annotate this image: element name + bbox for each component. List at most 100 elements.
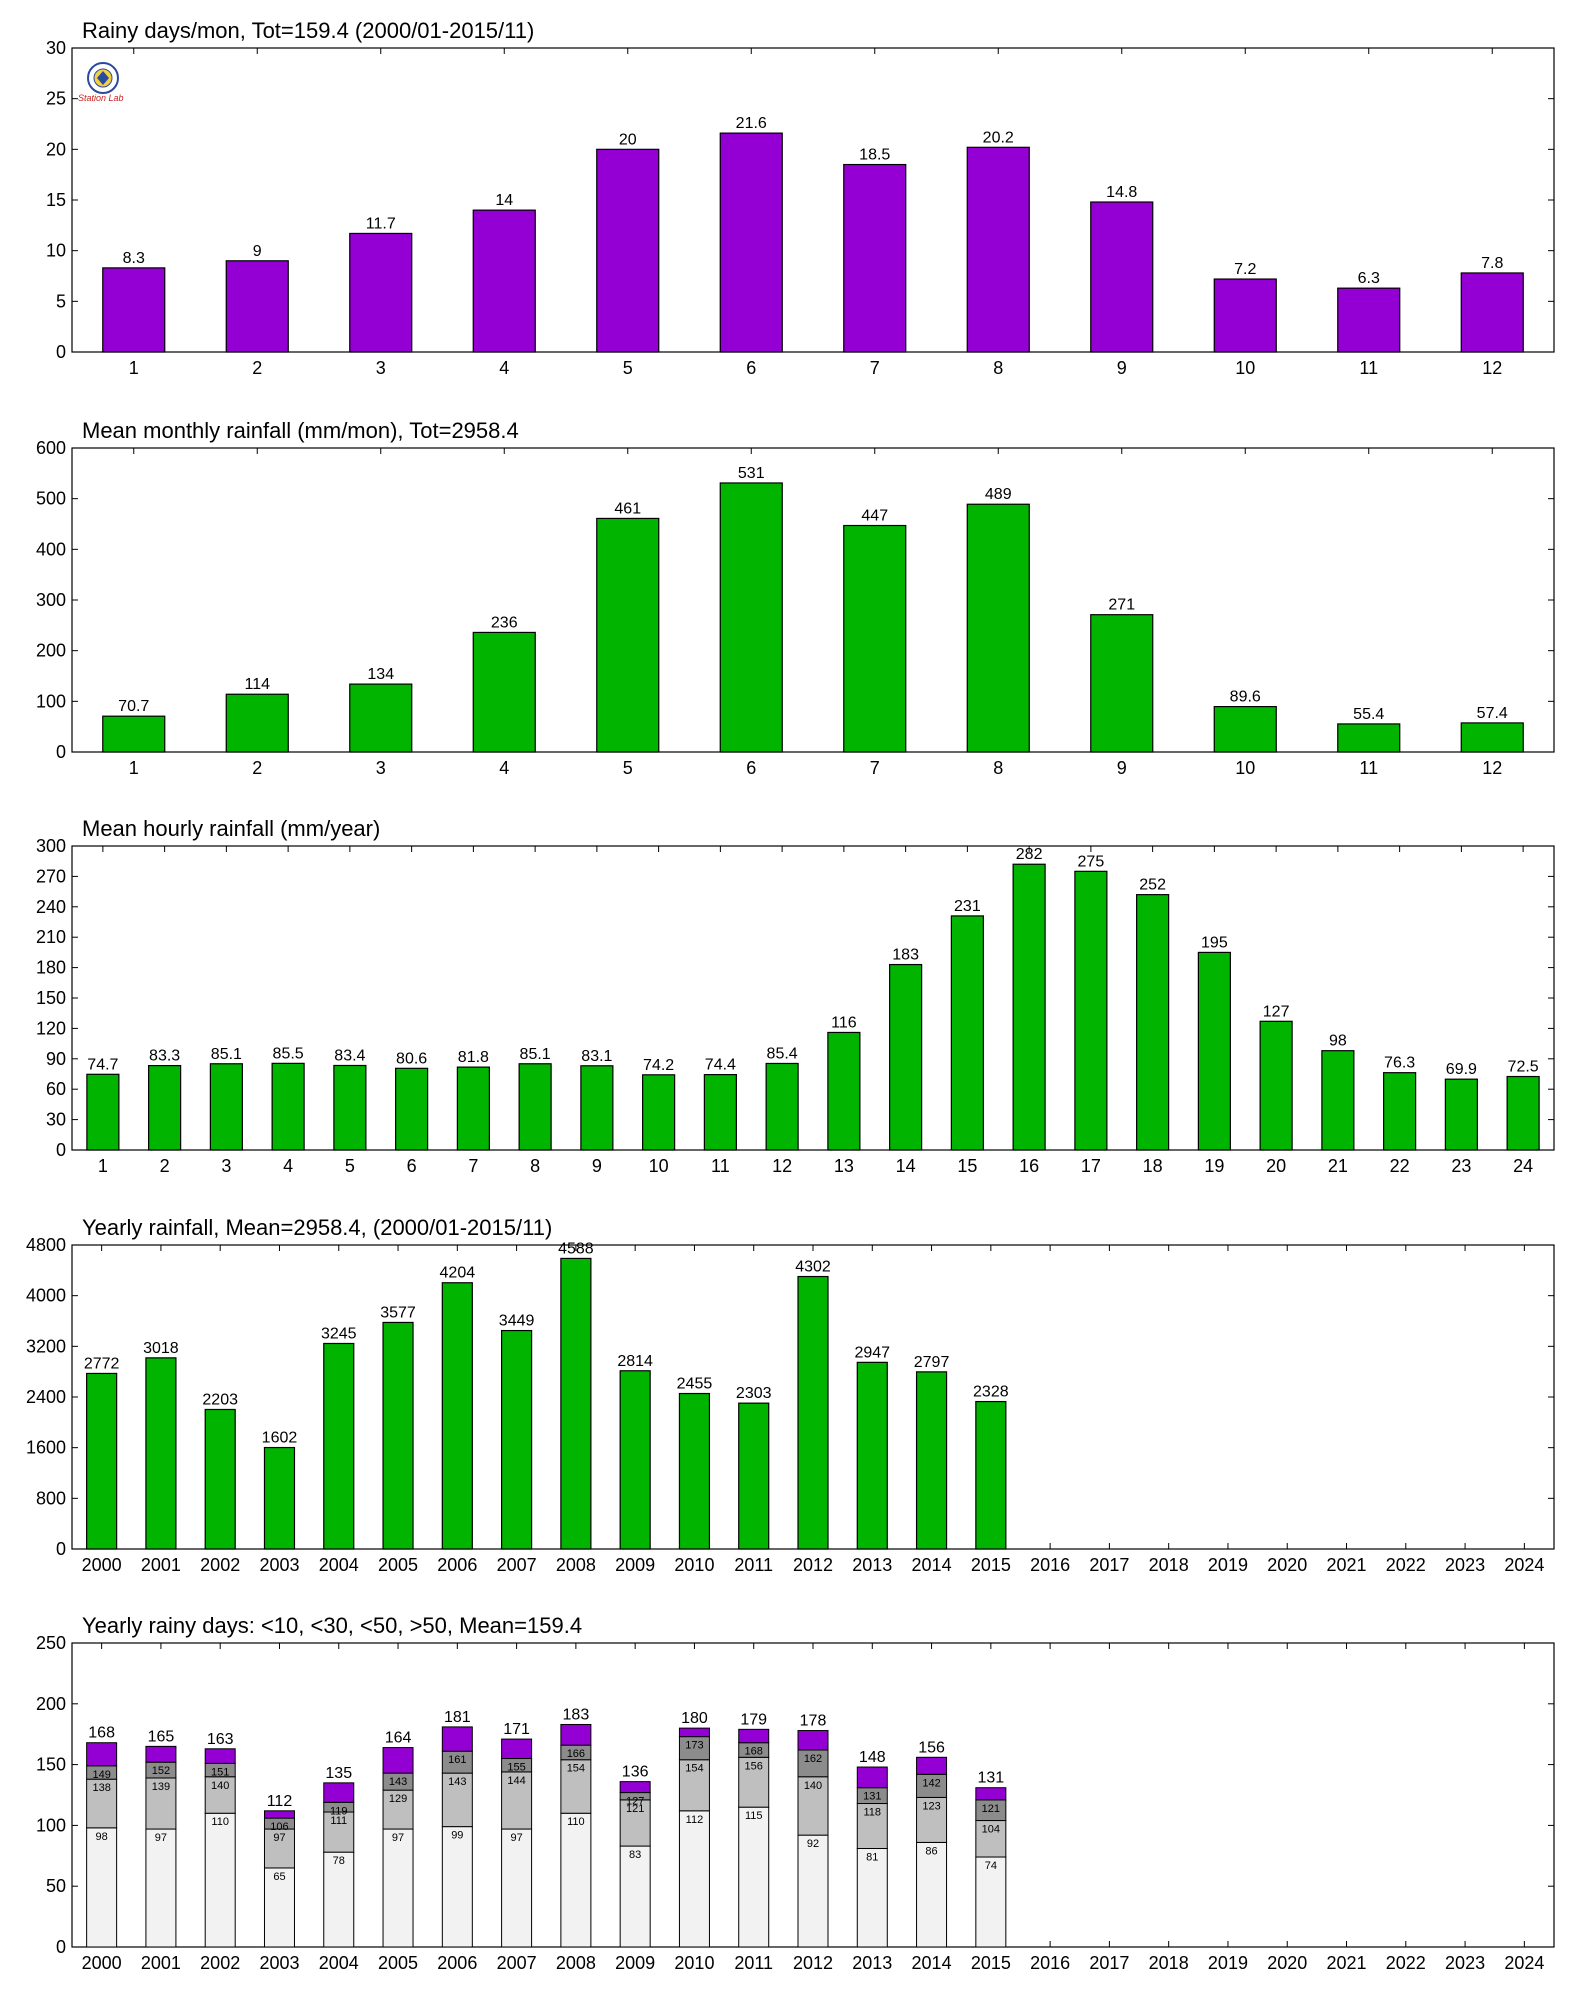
x-tick-label: 2003 [259,1953,299,1973]
x-tick-label: 2017 [1089,1953,1129,1973]
bar-1 [102,267,166,353]
bar-6 [395,1067,429,1151]
stack-segment-2015-4 [975,1787,1007,1801]
plot-frame [71,47,1555,353]
x-tick-label: 21 [1328,1156,1348,1176]
stack-segment-label: 119 [330,1805,348,1817]
bar-7 [456,1066,490,1151]
bar-value-label: 83.4 [334,1047,365,1064]
x-tick-label: 10 [1235,358,1255,378]
chart-panel-1: Rainy days/mon, Tot=159.4 (2000/01-2015/… [46,18,1555,378]
bar-value-label: 2814 [617,1353,653,1370]
x-tick-label: 4 [499,758,509,778]
stack-segment-label: 166 [567,1748,585,1760]
x-tick-label: 13 [834,1156,854,1176]
bar-value-label: 231 [954,898,981,915]
x-tick-label: 2023 [1445,1953,1485,1973]
x-tick-label: 5 [345,1156,355,1176]
bar-11 [1337,723,1401,753]
x-tick-label: 9 [1117,358,1127,378]
stack-segment-2013-2 [856,1803,888,1850]
bar-19 [1197,951,1231,1151]
y-tick-label: 270 [36,866,66,886]
bar-17 [1074,870,1108,1151]
y-tick-label: 90 [46,1049,66,1069]
bar-value-label: 76.3 [1384,1055,1415,1072]
chart-title: Yearly rainy days: <10, <30, <50, >50, M… [82,1613,582,1638]
bar-value-label: 271 [1108,597,1135,614]
y-tick-label: 300 [36,590,66,610]
stack-segment-label: 104 [982,1824,1000,1836]
stack-segment-2012-3 [797,1749,829,1778]
stack-segment-2000-1 [86,1827,118,1948]
stack-total-label: 112 [267,1793,293,1810]
stack-segment-label: 97 [155,1832,167,1844]
stack-segment-label: 121 [626,1803,644,1815]
bar-10 [1213,706,1277,753]
x-tick-label: 2023 [1445,1555,1485,1575]
stack-segment-2013-4 [856,1766,888,1789]
chart-title: Mean monthly rainfall (mm/mon), Tot=2958… [82,418,519,443]
bar-3 [349,232,413,353]
x-tick-label: 2014 [912,1953,952,1973]
bar-value-label: 55.4 [1353,706,1384,723]
bar-2000 [86,1372,118,1550]
stack-segment-label: 92 [807,1838,819,1850]
bar-value-label: 57.4 [1477,705,1508,722]
x-tick-label: 11 [1359,758,1378,778]
bar-22 [1383,1072,1417,1151]
x-tick-label: 3 [221,1156,231,1176]
bar-8 [966,146,1030,353]
x-tick-label: 2011 [734,1953,773,1973]
y-tick-label: 50 [46,1876,66,1896]
logo-text: Station Lab [78,93,124,103]
bar-value-label: 275 [1078,853,1105,870]
x-tick-label: 2005 [378,1555,418,1575]
x-tick-label: 6 [746,758,756,778]
chart-panel-4: Yearly rainfall, Mean=2958.4, (2000/01-2… [26,1215,1555,1575]
x-tick-label: 17 [1081,1156,1101,1176]
stack-segment-label: 140 [211,1780,229,1792]
bar-9 [1090,614,1154,753]
stack-total-label: 181 [444,1709,471,1726]
stack-segment-label: 74 [985,1860,997,1872]
stack-segment-2015-1 [975,1856,1007,1948]
stack-segment-label: 138 [92,1782,110,1794]
x-tick-label: 10 [649,1156,669,1176]
bar-value-label: 74.2 [643,1057,674,1074]
x-tick-label: 2006 [437,1953,477,1973]
bar-value-label: 14.8 [1106,184,1137,201]
bar-value-label: 236 [491,614,518,631]
x-tick-label: 2002 [200,1555,240,1575]
bar-10 [1213,278,1277,353]
bar-2006 [441,1282,473,1550]
bar-6 [719,132,783,353]
stack-segment-label: 142 [922,1777,940,1789]
stack-segment-2008-4 [560,1723,592,1746]
bar-2 [148,1064,182,1151]
y-tick-label: 1600 [26,1438,66,1458]
x-tick-label: 20 [1266,1156,1286,1176]
stack-segment-label: 123 [922,1800,940,1812]
y-tick-label: 150 [36,1755,66,1775]
bar-value-label: 8.3 [123,250,145,267]
bar-24 [1506,1075,1540,1151]
x-tick-label: 2024 [1504,1953,1544,1973]
stack-total-label: 179 [740,1711,767,1728]
bar-value-label: 183 [892,947,919,964]
x-tick-label: 2010 [674,1953,714,1973]
x-tick-label: 16 [1019,1156,1039,1176]
stack-segment-label: 131 [863,1791,881,1803]
plot-frame [71,447,1555,753]
y-tick-label: 5 [56,291,66,311]
bar-value-label: 282 [1016,846,1043,863]
x-tick-label: 2004 [319,1555,359,1575]
stack-segment-label: 115 [745,1810,763,1822]
x-tick-label: 7 [870,358,880,378]
stack-segment-2008-2 [560,1759,592,1814]
bar-6 [719,482,783,753]
stack-segment-2011-2 [738,1756,770,1808]
stack-segment-label: 149 [92,1769,110,1781]
y-tick-label: 400 [36,539,66,559]
bar-value-label: 80.6 [396,1050,427,1067]
